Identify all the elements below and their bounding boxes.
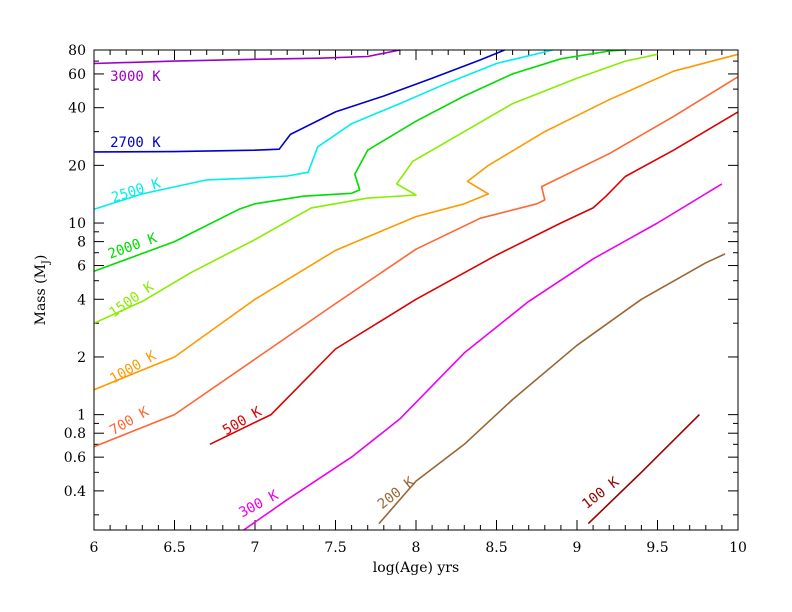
series-label-200-k: 200 K	[375, 474, 419, 513]
y-tick-label: 0.4	[64, 484, 86, 500]
y-axis-title: Mass (MJ)	[33, 255, 52, 326]
series-label-100-k: 100 K	[579, 474, 623, 513]
x-tick-label: 6	[90, 540, 99, 556]
y-tick-label: 4	[77, 292, 86, 308]
y-tick-label: 8	[77, 235, 86, 251]
y-tick-label: 10	[68, 216, 86, 232]
series-group	[93, 49, 739, 531]
x-tick-label: 9.5	[646, 540, 668, 556]
series-label-500-k: 500 K	[220, 404, 265, 439]
y-tick-label: 40	[68, 101, 86, 117]
series-line-2500-k	[93, 49, 553, 211]
y-tick-label: 2	[77, 350, 86, 366]
plot-frame	[93, 49, 739, 531]
x-tick-label: 9	[573, 540, 582, 556]
series-label-3000-k: 3000 K	[110, 69, 161, 85]
x-tick-label: 8	[412, 540, 421, 556]
x-tick-label: 7	[251, 540, 260, 556]
y-tick-label: 6	[77, 259, 86, 275]
y-tick-label: 0.8	[64, 426, 86, 442]
series-label-1500-k: 1500 K	[106, 279, 157, 321]
series-line-100-k	[587, 414, 700, 525]
series-label-2500-k: 2500 K	[110, 175, 164, 206]
x-tick-label: 8.5	[485, 540, 507, 556]
y-tick-label: 0.6	[64, 450, 86, 466]
series-line-1000-k	[93, 53, 739, 391]
y-tick-label: 60	[68, 67, 86, 83]
series-line-300-k	[243, 183, 723, 531]
series-line-3000-k	[93, 49, 401, 65]
y-tick-label: 20	[68, 158, 86, 174]
series-line-1500-k	[93, 53, 658, 324]
series-line-200-k	[378, 253, 726, 525]
axis-ticks: 6 6.5 7 7.5 8 8.5 9 9.5 10 0.4 0.6 0.8 1 2 4 6 8 10 20 40 60…	[64, 43, 747, 556]
series-line-2700-k	[93, 49, 505, 153]
x-tick-label: 7.5	[324, 540, 346, 556]
series-line-700-k	[93, 76, 739, 448]
x-axis-title: log(Age) yrs	[373, 560, 459, 576]
y-tick-label: 1	[77, 408, 86, 424]
x-tick-label: 6.5	[163, 540, 185, 556]
series-line-500-k	[209, 111, 739, 446]
series-label-700-k: 700 K	[107, 404, 152, 439]
series-label-2700-k: 2700 K	[110, 135, 161, 151]
series-label-300-k: 300 K	[236, 487, 281, 521]
x-tick-label: 10	[729, 540, 747, 556]
series-label-1000-k: 1000 K	[107, 348, 159, 387]
series-line-2000-k	[93, 49, 626, 273]
y-tick-label: 80	[68, 43, 86, 59]
